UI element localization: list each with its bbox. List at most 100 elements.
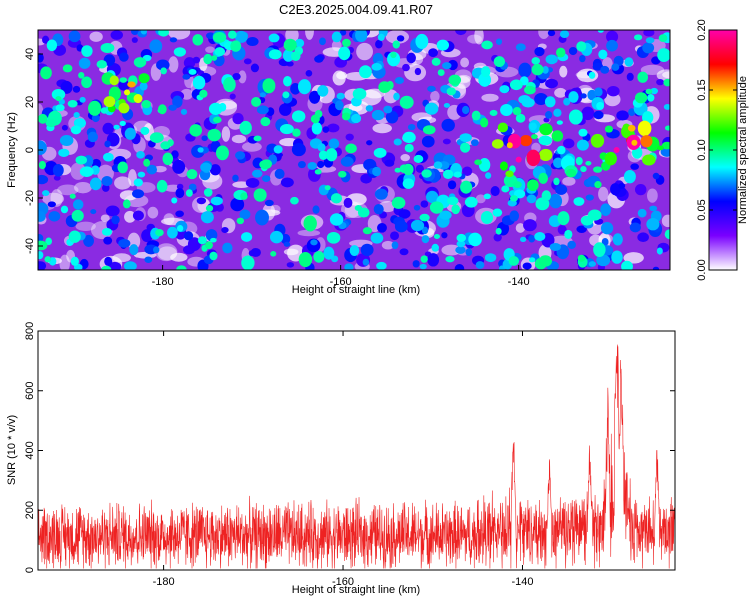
heatmap-cell: [280, 233, 291, 245]
heatmap-cell: [351, 113, 362, 124]
heatmap-cell: [396, 35, 405, 42]
heatmap-cell: [363, 158, 377, 171]
heatmap-cell: [543, 117, 550, 123]
heatmap-cell: [360, 243, 374, 257]
heatmap-cell: [38, 261, 47, 270]
heatmap-cell: [538, 172, 548, 184]
heatmap-cell: [343, 197, 353, 209]
heatmap-cell: [118, 239, 131, 248]
heatmap-cell: [345, 133, 354, 141]
heatmap-cell: [553, 157, 564, 169]
heatmap-cell: [291, 51, 301, 62]
heatmap-cell: [208, 102, 223, 115]
heatmap-cell: [209, 251, 218, 261]
heatmap-cell: [538, 255, 553, 267]
heatmap-cell: [295, 38, 305, 48]
heatmap-hotspot: [631, 139, 638, 146]
heatmap-low-patch: [112, 253, 131, 263]
heatmap-cell: [402, 163, 414, 176]
heatmap-cell: [260, 116, 271, 127]
heatmap-cell: [501, 185, 510, 193]
heatmap-cell: [547, 30, 556, 37]
heatmap-cell: [509, 210, 520, 222]
heatmap-low-patch: [411, 112, 432, 122]
heatmap-cell: [176, 265, 187, 270]
heatmap-cell: [303, 215, 317, 232]
heatmap-cell: [100, 42, 115, 53]
heatmap-cell: [38, 140, 47, 155]
heatmap-cell: [167, 139, 174, 147]
heatmap-cell: [529, 122, 537, 131]
heatmap-cell: [538, 148, 553, 161]
heatmap-cell: [402, 63, 410, 72]
heatmap-cell: [526, 194, 537, 204]
heatmap-cell: [62, 64, 73, 73]
heatmap-cell: [459, 133, 472, 143]
heatmap-cell: [283, 241, 291, 247]
heatmap-cell: [78, 57, 91, 69]
heatmap-cell: [427, 253, 440, 267]
heatmap-cell: [245, 177, 260, 188]
snr-x-ticks: -180 -160 -140: [153, 331, 533, 588]
heatmap-cell: [539, 123, 553, 136]
colorbar-label: Normalized spectral amplitude: [737, 76, 749, 224]
heatmap-hotspot: [124, 89, 131, 96]
snr-y-tick-label: 400: [24, 441, 36, 459]
heatmap-cell: [373, 203, 384, 215]
heatmap-cell: [156, 179, 168, 193]
heatmap-cell: [563, 97, 571, 106]
heatmap-cell: [643, 30, 655, 37]
heatmap-cell: [221, 226, 229, 234]
heatmap-cell: [376, 261, 387, 270]
heatmap-low-patch: [441, 244, 462, 256]
heatmap-cell: [158, 30, 170, 37]
heatmap-low-patch: [114, 176, 132, 190]
heatmap-cell: [55, 96, 62, 102]
heatmap-cell: [250, 247, 261, 257]
heatmap-low-patch: [515, 223, 526, 233]
colorbar-tick-label: 0.15: [696, 79, 708, 100]
heatmap-low-patch: [124, 210, 136, 223]
heatmap-cell: [497, 122, 509, 133]
heatmap-cell: [292, 128, 301, 137]
heatmap-cell: [96, 59, 107, 69]
heatmap-cell: [640, 135, 653, 148]
heatmap-low-patch: [481, 93, 499, 102]
heatmap-cell: [325, 148, 338, 162]
heatmap-cell: [214, 47, 226, 57]
heatmap-cell: [322, 126, 330, 133]
heatmap-cell: [104, 256, 113, 266]
heatmap-cell: [119, 77, 128, 83]
heatmap-cell: [600, 203, 611, 216]
heatmap-cell: [38, 234, 44, 243]
heatmap-cell: [122, 199, 131, 209]
heatmap-low-patch: [336, 71, 348, 80]
heatmap-low-patch: [221, 126, 231, 142]
heatmap-cell: [228, 30, 237, 39]
heatmap-low-patch: [656, 69, 670, 82]
heatmap-cell: [534, 232, 546, 241]
heatmap-cell: [492, 208, 503, 217]
heatmap-cell: [557, 211, 570, 226]
heatmap-low-patch: [356, 42, 373, 61]
heatmap-cell: [310, 239, 318, 246]
heatmap-cell: [61, 124, 68, 131]
heatmap-low-patch: [59, 254, 70, 270]
colorbar-tick-label: 0.05: [696, 199, 708, 220]
heatmap-hotspot: [515, 156, 522, 163]
heatmap-cell: [330, 193, 342, 204]
heatmap-cell: [318, 150, 328, 161]
heatmap-cell: [210, 237, 217, 243]
snr-y-tick-label: 0: [24, 567, 36, 573]
heatmap-cell: [650, 87, 659, 95]
heatmap-cell: [290, 196, 299, 205]
heatmap-cell: [576, 225, 587, 233]
heatmap-x-ticks: -180 -160 -140: [152, 265, 530, 288]
heatmap-cell: [460, 180, 473, 194]
heatmap-low-patch: [270, 204, 281, 214]
heatmap-low-patch: [364, 88, 385, 99]
heatmap-cell: [340, 156, 354, 167]
heatmap-cell: [420, 200, 429, 208]
heatmap-cell: [250, 63, 260, 73]
heatmap-cell: [143, 158, 151, 167]
